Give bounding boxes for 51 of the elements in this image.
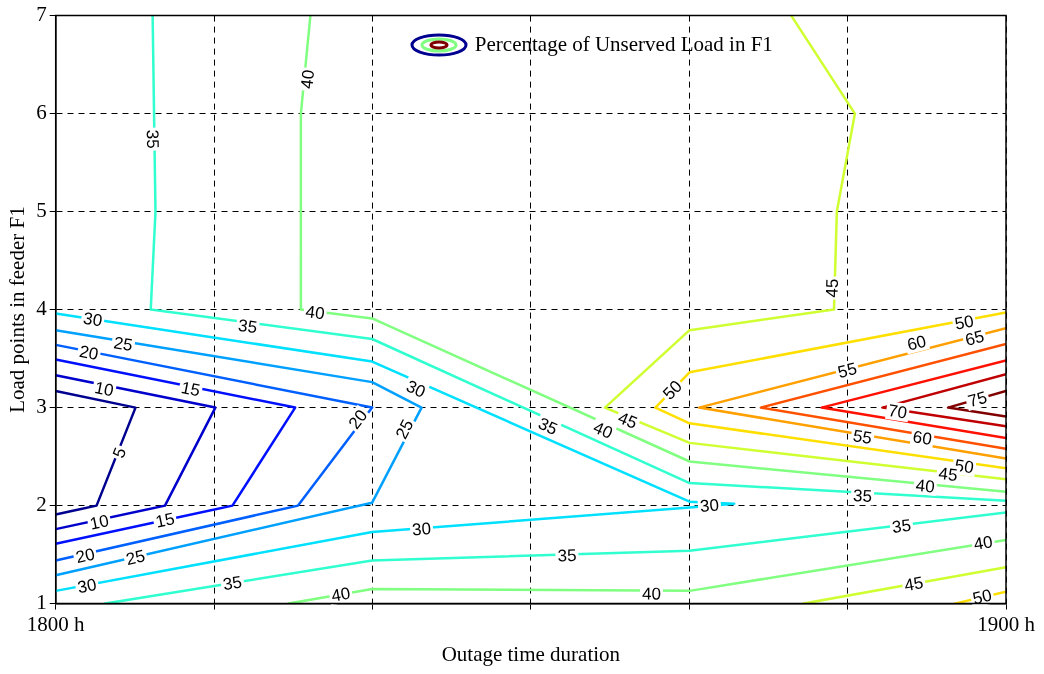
annotation: 40 [329, 583, 352, 606]
annotation: 35 [142, 129, 163, 149]
annotation: 45 [902, 573, 925, 596]
y-axis-title: Load points in feeder F1 [5, 206, 30, 413]
y-tick-label: 7 [36, 2, 47, 27]
annotation: 55 [835, 358, 859, 383]
annotation: 40 [914, 475, 936, 497]
annotation: 70 [886, 400, 909, 423]
y-tick-label: 2 [36, 492, 47, 517]
y-tick-label: 6 [36, 100, 47, 125]
annotation: 50 [659, 376, 686, 404]
annotation: 35 [890, 515, 913, 537]
annotation: 40 [972, 532, 995, 554]
annotation: 55 [851, 426, 874, 449]
annotation: 30 [81, 308, 104, 331]
annotation: 15 [179, 377, 202, 401]
annotation: 40 [304, 302, 326, 324]
y-tick-label: 3 [36, 394, 47, 419]
annotation: 30 [699, 495, 720, 517]
annotation: 60 [911, 427, 934, 450]
annotation: 45 [615, 408, 641, 433]
annotation: 5 [108, 444, 131, 461]
annotation: 15 [153, 509, 177, 532]
annotation: 50 [970, 585, 994, 609]
y-tick-label: 4 [36, 296, 48, 321]
annotation: 40 [642, 584, 662, 604]
annotation: 25 [112, 333, 135, 355]
annotation: 35 [535, 413, 561, 439]
y-tick-label: 5 [36, 198, 47, 223]
annotation: 30 [403, 376, 429, 402]
x-axis-title: Outage time duration [441, 641, 621, 666]
annotation: 75 [965, 387, 990, 412]
annotation: 10 [88, 511, 111, 534]
annotation: 35 [557, 545, 577, 566]
annotation: 25 [124, 546, 147, 570]
annotation: 30 [76, 575, 99, 598]
annotation: 40 [297, 68, 319, 90]
annotation: 20 [73, 544, 97, 568]
annotation: 60 [905, 331, 929, 355]
annotation: 10 [92, 377, 116, 401]
annotation: 35 [852, 485, 873, 506]
annotation: Percentage of Unserved Load in F1 [474, 32, 773, 58]
annotation: 35 [237, 315, 259, 338]
annotation: 40 [590, 417, 616, 443]
annotation: 20 [344, 406, 372, 433]
annotation: 35 [221, 572, 244, 595]
annotation: 25 [391, 416, 418, 443]
annotation: 20 [77, 341, 101, 365]
annotation: 30 [411, 519, 432, 540]
annotation: 45 [822, 278, 843, 298]
x-tick-label: 1900 h [977, 611, 1036, 636]
